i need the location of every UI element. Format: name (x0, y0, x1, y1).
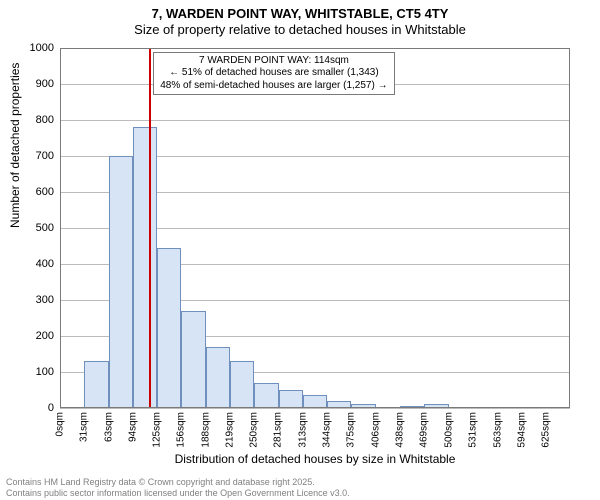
annotation-line2: ← 51% of detached houses are smaller (1,… (160, 67, 387, 80)
xtick-label: 531sqm (467, 412, 478, 448)
xtick-label: 94sqm (128, 412, 139, 442)
annotation-line3: 48% of semi-detached houses are larger (… (160, 80, 387, 93)
marker-line (149, 48, 151, 408)
annotation-box: 7 WARDEN POINT WAY: 114sqm← 51% of detac… (153, 52, 394, 96)
histogram-bar (424, 404, 448, 408)
histogram-bar (327, 401, 351, 408)
xtick-label: 594sqm (516, 412, 527, 448)
histogram-plot: 010020030040050060070080090010000sqm31sq… (60, 48, 570, 408)
ytick-label: 300 (14, 294, 54, 306)
xtick-label: 406sqm (370, 412, 381, 448)
histogram-bar (230, 361, 254, 408)
histogram-bar (279, 390, 303, 408)
histogram-bar (133, 127, 157, 408)
histogram-bar (206, 347, 230, 408)
ytick-label: 0 (14, 402, 54, 414)
title-line1: 7, WARDEN POINT WAY, WHITSTABLE, CT5 4TY (0, 6, 600, 22)
xtick-label: 63sqm (103, 412, 114, 442)
xtick-label: 500sqm (443, 412, 454, 448)
histogram-bar (157, 248, 181, 408)
histogram-bar (84, 361, 108, 408)
xtick-label: 563sqm (492, 412, 503, 448)
histogram-bar (181, 311, 205, 408)
xtick-label: 344sqm (322, 412, 333, 448)
xtick-label: 438sqm (395, 412, 406, 448)
xtick-label: 156sqm (176, 412, 187, 448)
histogram-bar (109, 156, 133, 408)
ytick-label: 400 (14, 258, 54, 270)
xtick-label: 188sqm (201, 412, 212, 448)
ytick-label: 100 (14, 366, 54, 378)
gridline (60, 120, 570, 121)
footer-line1: Contains HM Land Registry data © Crown c… (6, 477, 350, 487)
histogram-bar (254, 383, 278, 408)
xtick-label: 375sqm (346, 412, 357, 448)
annotation-line1: 7 WARDEN POINT WAY: 114sqm (160, 55, 387, 68)
xtick-label: 250sqm (249, 412, 260, 448)
xtick-label: 625sqm (540, 412, 551, 448)
title-line2: Size of property relative to detached ho… (0, 22, 600, 38)
xtick-label: 31sqm (79, 412, 90, 442)
xtick-label: 125sqm (152, 412, 163, 448)
footer-attribution: Contains HM Land Registry data © Crown c… (6, 477, 350, 498)
histogram-bar (303, 395, 327, 408)
xtick-label: 219sqm (225, 412, 236, 448)
xtick-label: 469sqm (419, 412, 430, 448)
ytick-label: 800 (14, 114, 54, 126)
chart-title-block: 7, WARDEN POINT WAY, WHITSTABLE, CT5 4TY… (0, 0, 600, 37)
x-axis-label: Distribution of detached houses by size … (60, 452, 570, 466)
footer-line2: Contains public sector information licen… (6, 488, 350, 498)
histogram-bar (351, 404, 375, 408)
xtick-label: 0sqm (55, 412, 66, 436)
ytick-label: 700 (14, 150, 54, 162)
histogram-bar (400, 406, 424, 408)
ytick-label: 1000 (14, 42, 54, 54)
ytick-label: 900 (14, 78, 54, 90)
gridline (60, 408, 570, 409)
ytick-label: 600 (14, 186, 54, 198)
gridline (60, 48, 570, 49)
ytick-label: 200 (14, 330, 54, 342)
ytick-label: 500 (14, 222, 54, 234)
xtick-label: 313sqm (298, 412, 309, 448)
xtick-label: 281sqm (273, 412, 284, 448)
